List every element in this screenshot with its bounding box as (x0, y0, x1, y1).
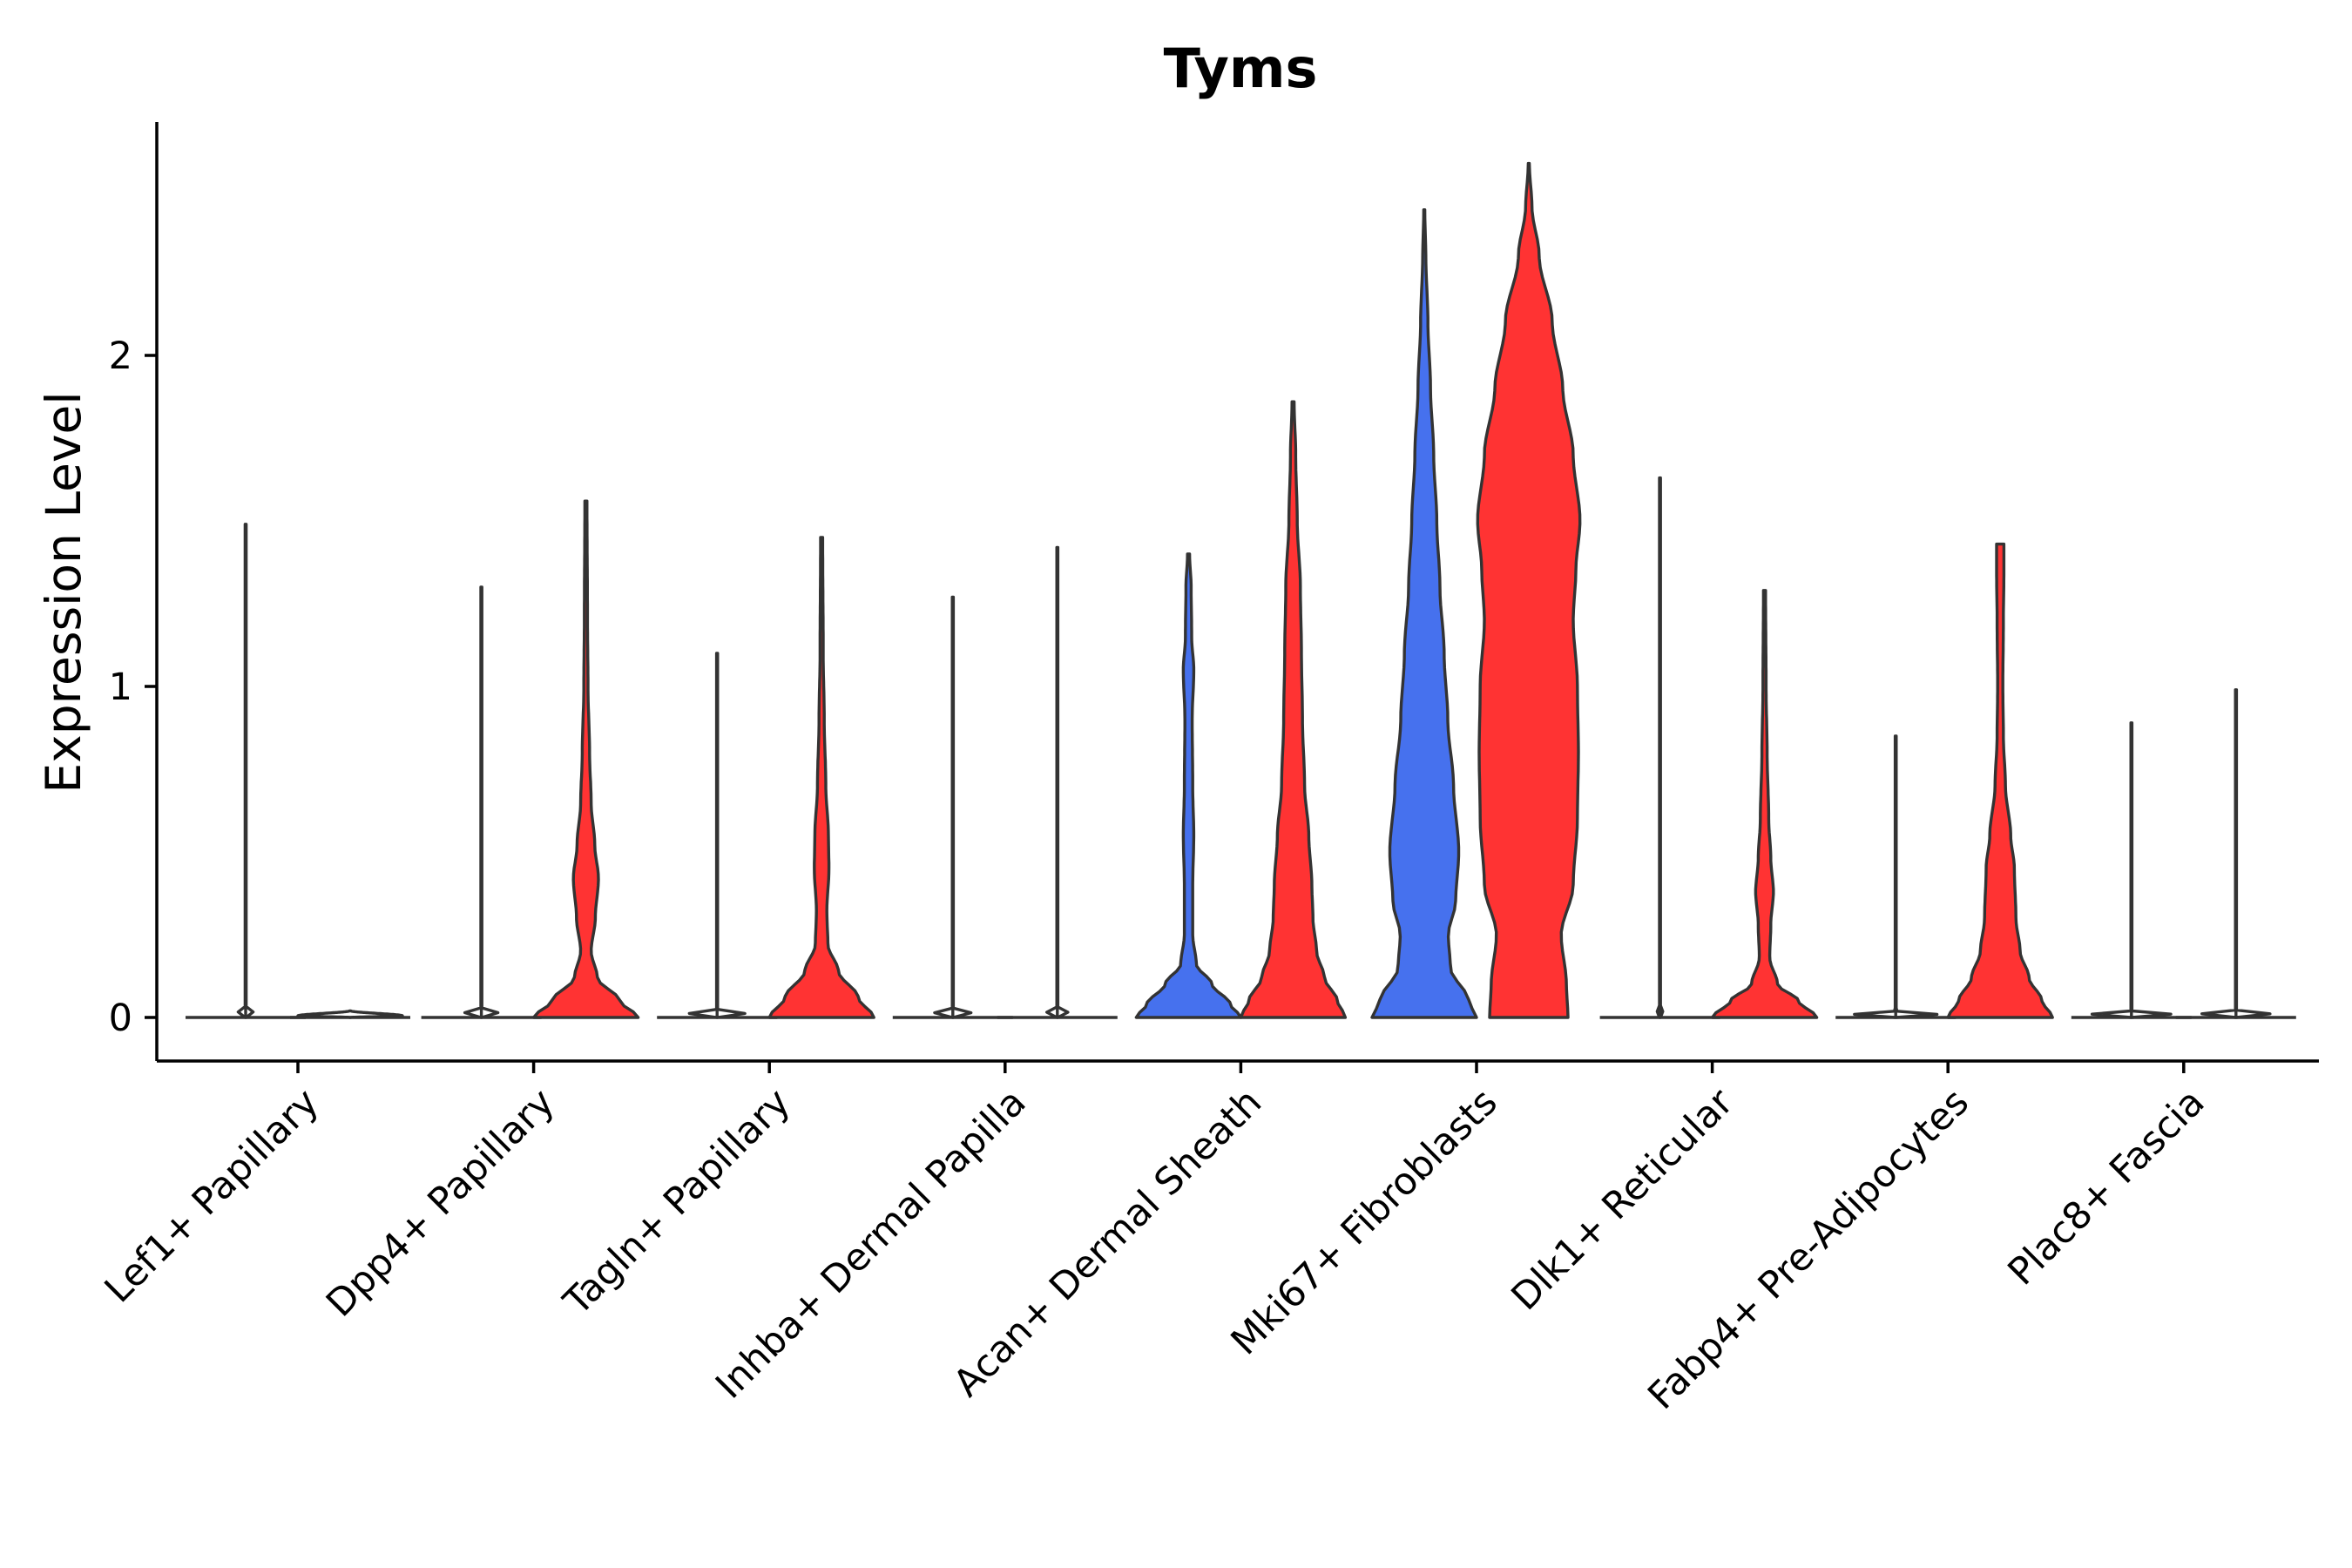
violin-fabp4-pre-adipocytes-group-2 (1946, 542, 2054, 1019)
x-tick-label: Dlk1+ Reticular (1504, 1080, 1742, 1319)
violins-layer (186, 161, 2296, 1019)
y-tick-label: 0 (109, 997, 132, 1040)
x-tick-label: Plac8+ Fascia (2000, 1080, 2213, 1294)
y-tick-label: 1 (109, 666, 132, 709)
axes-layer (155, 122, 2319, 1063)
violin-mki67-fibroblasts-group-2 (1476, 161, 1582, 1019)
violin-lef1-papillary-group-2 (296, 1009, 404, 1019)
x-tick-label: Lef1+ Papillary (97, 1080, 328, 1311)
violin-mki67-fibroblasts-group-1 (1370, 208, 1478, 1019)
x-tick-label: Dpp4+ Papillary (318, 1080, 563, 1325)
y-axis-label: Expression Level (36, 391, 91, 793)
y-tick-label: 2 (109, 335, 132, 378)
violin-dlk1-reticular-group-2 (1710, 589, 1819, 1019)
chart-title: Tyms (1164, 37, 1318, 100)
violin-acan-dermal-sheath-group-2 (1239, 400, 1348, 1019)
violin-tagln-papillary-group-2 (767, 536, 875, 1019)
violin-dpp4-papillary-group-2 (531, 499, 640, 1019)
x-tick-label: Mki67+ Fibroblasts (1223, 1080, 1506, 1363)
violin-acan-dermal-sheath-group-1 (1134, 552, 1243, 1019)
x-tick-label: Tagln+ Papillary (555, 1080, 799, 1324)
